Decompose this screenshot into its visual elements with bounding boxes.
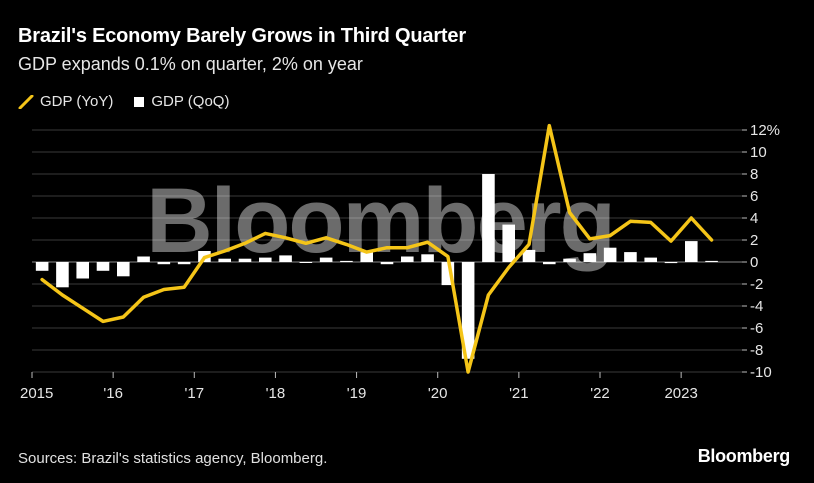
y-tick-label: 6 bbox=[750, 188, 758, 205]
bar-swatch-icon bbox=[134, 96, 145, 107]
qoq-bar bbox=[421, 254, 434, 262]
legend-item-yoy: GDP (YoY) bbox=[18, 93, 113, 110]
qoq-bar bbox=[279, 255, 292, 262]
y-tick-label: -2 bbox=[750, 276, 763, 293]
qoq-bar bbox=[563, 258, 576, 262]
y-tick-label: 4 bbox=[750, 210, 758, 227]
grid bbox=[32, 129, 742, 373]
qoq-bar bbox=[35, 262, 49, 271]
qoq-bar bbox=[319, 257, 333, 262]
qoq-bar bbox=[624, 252, 637, 262]
x-tick-label: '22 bbox=[590, 385, 610, 402]
qoq-bar bbox=[400, 256, 414, 262]
qoq-bar bbox=[705, 260, 718, 262]
y-tick-label: -6 bbox=[750, 320, 763, 337]
x-tick-label: '20 bbox=[428, 385, 448, 402]
qoq-bar bbox=[603, 247, 617, 262]
qoq-bar bbox=[644, 257, 658, 262]
x-tick-label: '16 bbox=[103, 385, 123, 402]
qoq-bar bbox=[116, 262, 130, 277]
y-tick-label: 12% bbox=[750, 122, 780, 139]
qoq-bar bbox=[299, 262, 313, 263]
qoq-bar bbox=[238, 258, 252, 262]
y-tick-label: -10 bbox=[750, 364, 772, 381]
x-tick-label: '17 bbox=[185, 385, 205, 402]
chart-subtitle: GDP expands 0.1% on quarter, 2% on year bbox=[18, 54, 363, 74]
qoq-bar bbox=[482, 174, 495, 262]
qoq-bar bbox=[218, 258, 232, 262]
legend-label-yoy: GDP (YoY) bbox=[40, 93, 114, 110]
x-tick-label: '18 bbox=[266, 385, 286, 402]
qoq-bar bbox=[157, 262, 171, 265]
qoq-bar bbox=[664, 262, 678, 264]
x-tick-label: '21 bbox=[509, 385, 529, 402]
qoq-bar bbox=[258, 257, 272, 262]
qoq-bar bbox=[76, 262, 90, 279]
qoq-bar bbox=[583, 253, 597, 262]
qoq-bar bbox=[360, 252, 374, 262]
legend-label-qoq: GDP (QoQ) bbox=[151, 93, 230, 110]
x-tick-label: '19 bbox=[347, 385, 367, 402]
x-tick-label: 2015 bbox=[20, 385, 53, 402]
qoq-bar bbox=[522, 249, 536, 262]
qoq-bar bbox=[96, 262, 110, 271]
qoq-bar bbox=[542, 262, 556, 265]
legend-item-qoq: GDP (QoQ) bbox=[133, 93, 229, 110]
watermark: Bloomberg bbox=[146, 170, 614, 272]
y-axis: 12% 10 8 6 4 2 0 -2 -4 -6 -8 -10 bbox=[742, 122, 780, 381]
qoq-bar bbox=[177, 262, 191, 265]
yoy-line bbox=[40, 123, 714, 374]
qoq-bar bbox=[461, 262, 475, 359]
line-swatch-icon bbox=[18, 94, 34, 109]
qoq-bar bbox=[137, 256, 150, 262]
bloomberg-logo: Bloomberg bbox=[697, 446, 791, 466]
qoq-bar bbox=[502, 224, 516, 262]
qoq-bar bbox=[684, 241, 698, 262]
y-tick-label: -8 bbox=[750, 342, 763, 359]
qoq-bar bbox=[340, 260, 353, 262]
x-tick-label: 2023 bbox=[664, 385, 697, 402]
chart-title: Brazil's Economy Barely Grows in Third Q… bbox=[18, 25, 466, 47]
legend: GDP (YoY) GDP (QoQ) bbox=[18, 93, 249, 110]
y-tick-label: 8 bbox=[750, 166, 758, 183]
y-tick-label: 2 bbox=[750, 232, 758, 249]
qoq-bar bbox=[56, 262, 69, 288]
source-note: Sources: Brazil's statistics agency, Blo… bbox=[18, 450, 328, 467]
x-axis: 2015 '16 '17 '18 '19 '20 '21 '22 2023 bbox=[20, 372, 698, 402]
qoq-bar bbox=[380, 262, 394, 265]
bars bbox=[35, 174, 718, 359]
y-tick-label: 10 bbox=[750, 144, 767, 161]
y-tick-label: -4 bbox=[750, 298, 763, 315]
y-tick-label: 0 bbox=[750, 254, 758, 271]
